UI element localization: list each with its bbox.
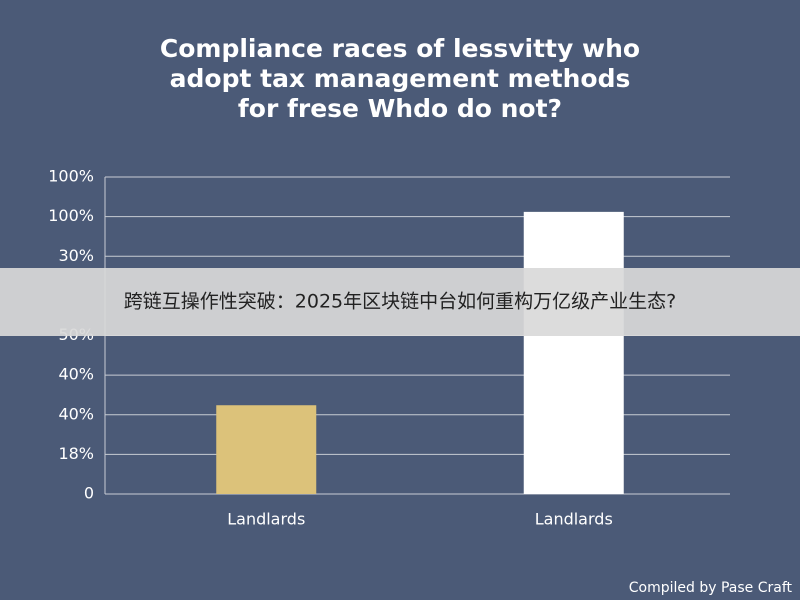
y-tick-label: 18% [58,444,94,463]
title-line: adopt tax management methods [170,64,631,93]
x-tick-label: Landlards [227,510,305,529]
title-line: for frese Whdo do not? [238,94,562,123]
y-tick-label: 40% [58,365,94,384]
banner-background [0,268,800,336]
y-tick-label: 100% [48,206,94,225]
y-tick-label: 40% [58,404,94,423]
y-tick-label: 100% [48,167,94,186]
bar [216,405,317,494]
y-tick-label: 0 [84,484,94,503]
bar [523,211,624,494]
footer: Compiled by Pase Craft [629,580,793,596]
y-tick-label: 30% [58,246,94,265]
banner-text: 跨链互操作性突破：2025年区块链中台如何重构万亿级产业生态? [124,291,676,313]
title-line: Compliance races of lessvitty who [160,34,640,63]
x-tick-label: Landlards [535,510,613,529]
